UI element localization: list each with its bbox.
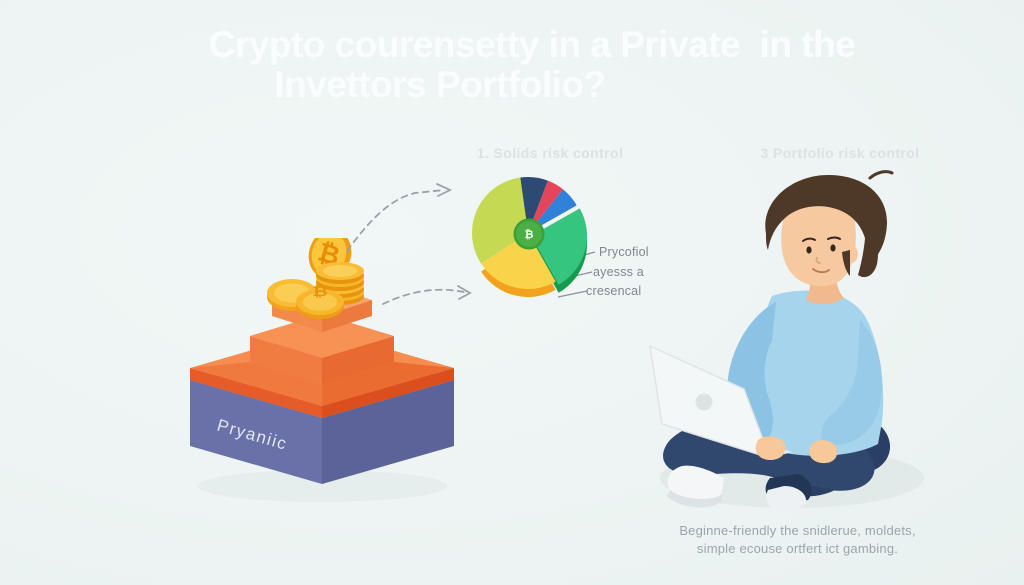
pie-callout-3: cresencal (586, 284, 642, 298)
bitcoin-coins: ₿ ₿ (267, 238, 364, 319)
shoes (667, 465, 807, 513)
pie-slice-yellow (481, 233, 556, 289)
head (781, 192, 858, 287)
pyramid-tier-middle (250, 314, 394, 384)
hand (755, 436, 786, 460)
pie-slice-red (528, 180, 564, 233)
page-title-line1: Crypto courensetty in a Private in the (208, 24, 856, 65)
pie-slice-blue (528, 189, 577, 233)
eye (806, 246, 812, 254)
bitcoin-center-icon: ₿ (525, 229, 534, 241)
pie-callout-2: ayesss a (593, 265, 644, 279)
pyramid-illustration: Pryaniic ₿ (190, 238, 454, 502)
pie-slice-green (531, 208, 587, 285)
person-section-label: 3 Portfolio risk control (760, 145, 920, 161)
person-with-laptop-illustration (649, 170, 924, 513)
caption-line1: Beginne-friendly the snidlerue, moldets, (679, 523, 916, 538)
hair (765, 170, 894, 278)
mouth (812, 268, 830, 274)
pie-slice-lime (471, 177, 528, 264)
right-arm (821, 320, 882, 447)
laptop-logo-icon (695, 393, 713, 411)
hand (809, 440, 838, 464)
eye (830, 244, 836, 252)
nose (815, 257, 821, 264)
caption-text: Beginne-friendly the snidlerue, moldets,… (645, 522, 950, 558)
bitcoin-coin-icon: ₿ (296, 284, 344, 319)
page-title-line2: Invettors Portfolio? (274, 64, 606, 105)
pie-section-label: 1. Solids risk control (476, 145, 624, 161)
pie-chart: ₿ (471, 176, 587, 297)
pyramid-shadow (197, 470, 447, 502)
caption-line2: simple ecouse ortfert ict gambing. (696, 541, 899, 556)
pie-callout-1: Prycofiol (599, 245, 649, 259)
svg-text:₿: ₿ (312, 284, 327, 300)
pie-center-circle (516, 221, 542, 247)
